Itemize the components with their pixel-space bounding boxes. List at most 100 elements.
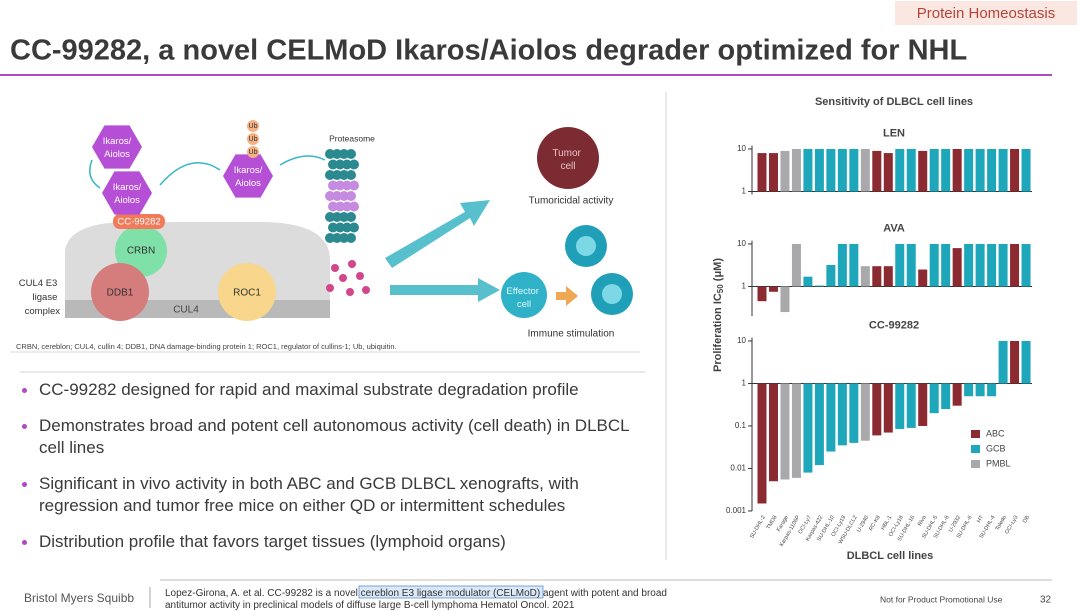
ub-label: Ub [249,149,258,156]
bead [335,201,345,212]
drug-pill [113,214,165,229]
bar [849,383,859,443]
ikaros-label: Ikaros/Aiolos [234,165,263,189]
x-axis-label: DLBCL cell lines [847,550,934,562]
legend-label: PMBL [986,458,1011,468]
bar [952,383,962,406]
ikaros-label: Ikaros/Aiolos [113,182,142,206]
bar [837,148,847,192]
bar [872,383,882,436]
bar [791,243,801,287]
bullet: Demonstrates broad and potent cell auton… [20,415,640,459]
citation-part: novel cereblon E3 ligase modulator [334,588,491,599]
arrow [279,155,326,166]
bar [814,383,824,466]
logo: Bristol Myers Squibb [24,591,134,605]
bar [883,383,893,433]
bar [837,383,847,446]
ddb1-label: DDB1 [107,288,134,299]
proteasome-label: Proteasome [329,133,375,143]
panel-title: CC-99282 [869,320,919,332]
bar [849,148,859,192]
bar [975,243,985,287]
cul4-label: CUL4 [173,305,199,316]
bar [964,148,974,192]
bar [803,383,813,473]
x-tick-label: Riva [917,514,928,527]
bead [339,191,349,201]
bead [342,222,352,233]
line: Aiolos [104,149,130,160]
tag: Protein Homeostasis [917,5,1055,22]
tag-bg [895,1,1077,25]
roc1 [218,263,276,321]
citation-part: Lopez-Girona, A. et al. CC-99282 is a [165,588,334,599]
bar [987,243,997,287]
bead [332,170,342,180]
ub [247,120,259,132]
bar [803,148,813,192]
notice: Not for Product Promotional Use [880,594,1003,604]
effector-label: Effector cell [506,286,541,310]
effector-cell [501,272,547,318]
panel-title: AVA [883,223,905,235]
bar [768,153,778,192]
arrow [385,200,490,268]
citation: Lopez-Girona, A. et al. CC-99282 is a no… [165,588,670,611]
x-tick-label: DB [1022,514,1031,524]
line: Tumor [552,148,581,159]
bar [998,148,1008,192]
bar [849,243,859,287]
ub [247,146,259,158]
bead [325,233,335,243]
bead [339,149,349,159]
y-axis-label: Proliferation IC50 (μM) [712,258,725,372]
y-label-unit: (μM) [712,258,724,282]
ub-label: Ub [249,136,258,143]
bead [335,180,345,191]
bar [1010,148,1020,192]
bead [328,222,338,233]
proteasome [325,149,359,243]
bar [941,243,951,287]
bar [768,383,778,482]
highlight [358,585,544,599]
bar [987,383,997,397]
bead [325,191,335,201]
bead [328,201,338,212]
y-label-main: Proliferation IC [712,293,724,372]
bead [349,201,359,212]
bead [325,149,335,159]
bar [895,383,905,429]
legend-swatch [971,460,980,468]
bead [346,191,356,201]
bead [335,222,345,233]
bullet: CC-99282 designed for rapid and maximal … [20,379,640,401]
bar [883,153,893,192]
bar [826,148,836,192]
bead [332,233,342,243]
bar [872,150,882,192]
chart: Sensitivity of DLBCL cell lines Prolifera… [712,96,1032,562]
bar [780,383,790,480]
x-tick-label: RC-K8 [868,515,881,532]
cell [602,284,622,304]
chart-title: Sensitivity of DLBCL cell lines [815,96,973,108]
bar [964,243,974,287]
bar [860,148,870,192]
bead [339,212,349,222]
bar [1021,340,1031,384]
bar [791,148,801,192]
tumor-label: Tumor cell [552,148,583,172]
crbn [115,225,167,277]
bar [1010,340,1020,384]
bead [328,180,338,191]
arrow [556,286,578,306]
bar [814,148,824,192]
bead [325,170,335,180]
bead [346,149,356,159]
legend-label: GCB [986,443,1006,453]
line: cell [560,161,575,172]
legend-label: ABC [986,428,1005,438]
